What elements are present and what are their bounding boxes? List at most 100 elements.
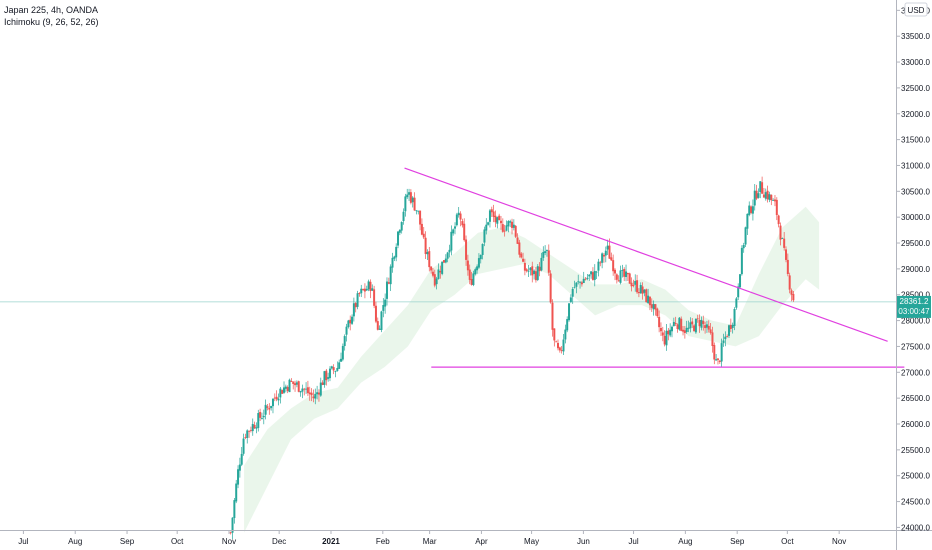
candle-body xyxy=(343,336,346,347)
candle-body xyxy=(632,285,635,286)
candle-body xyxy=(356,293,359,307)
candle-body xyxy=(516,237,519,244)
x-tick-label: Nov xyxy=(832,537,846,546)
candle-body xyxy=(284,386,287,389)
candle-body xyxy=(286,387,289,391)
candle-body xyxy=(755,190,758,199)
candle-body xyxy=(492,211,495,217)
candle-body xyxy=(619,270,622,283)
candle-body xyxy=(792,293,795,301)
candle-body xyxy=(704,325,707,329)
candle-body xyxy=(402,211,405,222)
y-tick-label: 31000.0 xyxy=(901,161,930,170)
candle-body xyxy=(373,289,376,306)
candle-body xyxy=(415,210,418,212)
candle-body xyxy=(694,318,697,333)
x-tick-label: Nov xyxy=(222,537,236,546)
trendline xyxy=(404,167,888,342)
time-axis[interactable]: Jul Aug Sep Oct Nov Dec 2021 Feb Mar Apr May Jun Jul… xyxy=(18,530,846,546)
candle-body xyxy=(531,266,534,276)
candle-body xyxy=(398,230,401,233)
candle-body xyxy=(384,299,387,307)
candle-body xyxy=(757,193,760,198)
candle-body xyxy=(389,266,392,285)
candle-body xyxy=(430,266,433,271)
candle-body xyxy=(702,320,705,324)
x-tick-label: Dec xyxy=(272,537,286,546)
candle-body xyxy=(750,206,753,213)
candle-body xyxy=(255,427,258,429)
candle-body xyxy=(650,304,653,308)
indicator-label[interactable]: Ichimoku (9, 26, 52, 26) xyxy=(4,17,99,27)
candle-body xyxy=(693,325,696,332)
y-tick-label: 24500.0 xyxy=(901,498,930,507)
y-tick-label: 32500.0 xyxy=(901,84,930,93)
candle-body xyxy=(604,250,607,256)
candle-body xyxy=(251,423,254,432)
candle-body xyxy=(422,233,425,238)
candle-body xyxy=(424,237,427,254)
candle-body xyxy=(413,197,416,211)
candle-body xyxy=(555,341,558,343)
candle-body xyxy=(260,418,263,419)
candle-body xyxy=(327,377,330,379)
candle-body xyxy=(533,270,536,275)
candle-body xyxy=(264,404,267,415)
candle-body xyxy=(549,273,552,303)
candle-body xyxy=(301,388,304,392)
candle-body xyxy=(466,260,469,271)
y-tick-label: 26000.0 xyxy=(901,420,930,429)
symbol-title[interactable]: Japan 225, 4h, OANDA xyxy=(4,5,99,15)
currency-label: USD xyxy=(908,6,925,15)
candle-body xyxy=(248,430,251,432)
candle-body xyxy=(281,390,284,394)
candle-body xyxy=(474,269,477,275)
candle-body xyxy=(332,367,335,371)
candle-body xyxy=(538,266,541,272)
candle-body xyxy=(569,297,572,302)
candle-body xyxy=(306,387,309,394)
candle-body xyxy=(470,278,473,285)
candle-body xyxy=(709,329,712,333)
trendlines xyxy=(404,167,905,368)
candle-body xyxy=(441,261,444,274)
candle-body xyxy=(779,225,782,240)
price-axis[interactable]: 24000.0 24500.0 25000.0 25500.0 26000.0 26500… xyxy=(896,6,930,532)
candle-body xyxy=(648,296,651,306)
candle-body xyxy=(733,308,736,326)
candle-body xyxy=(507,221,510,227)
candle-body xyxy=(382,305,385,311)
candle-body xyxy=(479,255,482,260)
candle-body xyxy=(612,260,615,272)
candle-body xyxy=(446,252,449,259)
candle-body xyxy=(472,273,475,286)
candle-body xyxy=(411,197,414,203)
candle-body xyxy=(634,280,637,285)
candle-body xyxy=(481,243,484,255)
y-tick-label: 30500.0 xyxy=(901,187,930,196)
candle-body xyxy=(540,257,543,271)
candle-body xyxy=(665,330,668,346)
candle-body xyxy=(617,280,620,282)
chart-legend[interactable]: Japan 225, 4h, OANDA Ichimoku (9, 26, 52… xyxy=(4,4,99,28)
candle-body xyxy=(759,181,762,193)
currency-badge[interactable]: USD xyxy=(904,2,928,17)
candle-body xyxy=(788,275,791,290)
candle-body xyxy=(737,286,740,298)
candle-body xyxy=(562,339,565,352)
candle-body xyxy=(294,383,297,386)
candle-body xyxy=(420,223,423,235)
candle-body xyxy=(625,271,628,278)
candle-body xyxy=(297,381,300,392)
candle-body xyxy=(312,396,315,399)
candle-body xyxy=(529,267,532,271)
candle-body xyxy=(257,413,260,428)
candle-body xyxy=(731,324,734,328)
y-tick-label: 27000.0 xyxy=(901,368,930,377)
candle-body xyxy=(341,346,344,360)
ichimoku-cloud xyxy=(244,206,820,533)
bar-countdown-label: 03:00:47 xyxy=(898,307,930,316)
candle-body xyxy=(707,325,710,330)
